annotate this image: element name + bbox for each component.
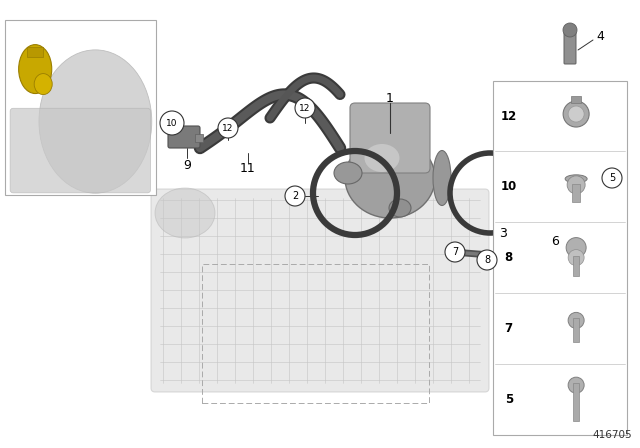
Text: 4: 4	[596, 30, 604, 43]
Circle shape	[477, 250, 497, 270]
FancyBboxPatch shape	[564, 32, 576, 64]
Circle shape	[526, 242, 538, 254]
Circle shape	[568, 312, 584, 328]
Text: 7: 7	[452, 247, 458, 257]
Text: 11: 11	[240, 161, 256, 175]
Text: 10: 10	[500, 180, 517, 194]
Text: 6: 6	[551, 234, 559, 247]
Text: 2: 2	[292, 191, 298, 201]
Bar	[27, 47, 43, 57]
Bar	[202, 264, 429, 403]
Circle shape	[563, 101, 589, 127]
Circle shape	[445, 242, 465, 262]
Text: 12: 12	[500, 109, 517, 123]
FancyBboxPatch shape	[576, 169, 592, 187]
Bar	[5, 20, 156, 195]
Ellipse shape	[521, 193, 539, 223]
Text: 10: 10	[166, 119, 178, 128]
Text: 8: 8	[505, 251, 513, 264]
Ellipse shape	[19, 45, 52, 94]
Circle shape	[295, 98, 315, 118]
Text: 12: 12	[222, 124, 234, 133]
Circle shape	[566, 237, 586, 258]
Circle shape	[568, 106, 584, 122]
FancyBboxPatch shape	[535, 118, 555, 150]
Bar	[572, 184, 580, 202]
Text: 8: 8	[484, 255, 490, 265]
Text: 5: 5	[505, 392, 513, 406]
Text: 416705: 416705	[593, 430, 632, 440]
Ellipse shape	[345, 138, 435, 218]
Ellipse shape	[334, 162, 362, 184]
Ellipse shape	[565, 175, 587, 183]
Circle shape	[568, 250, 584, 266]
Text: 12: 12	[300, 103, 310, 112]
Circle shape	[285, 186, 305, 206]
Ellipse shape	[365, 144, 399, 172]
Circle shape	[160, 111, 184, 135]
Ellipse shape	[502, 146, 588, 250]
Circle shape	[563, 23, 577, 37]
FancyBboxPatch shape	[576, 209, 592, 227]
FancyBboxPatch shape	[151, 189, 489, 392]
Text: 1: 1	[386, 91, 394, 104]
Bar	[571, 96, 581, 103]
Ellipse shape	[433, 151, 451, 206]
Text: 7: 7	[505, 322, 513, 335]
Text: 3: 3	[499, 227, 507, 240]
FancyBboxPatch shape	[10, 108, 150, 193]
Bar	[573, 319, 579, 342]
Ellipse shape	[389, 199, 411, 217]
Ellipse shape	[155, 188, 215, 238]
FancyBboxPatch shape	[168, 126, 200, 148]
FancyBboxPatch shape	[350, 103, 430, 173]
Circle shape	[447, 244, 459, 256]
Circle shape	[567, 176, 585, 194]
Bar	[573, 256, 579, 276]
Bar	[493, 81, 627, 435]
Bar	[573, 383, 579, 421]
Ellipse shape	[514, 163, 566, 233]
Bar	[195, 134, 203, 142]
Text: 9: 9	[183, 159, 191, 172]
Circle shape	[218, 118, 238, 138]
Ellipse shape	[34, 73, 52, 95]
Text: 5: 5	[609, 173, 615, 183]
Circle shape	[568, 377, 584, 393]
Ellipse shape	[39, 50, 152, 193]
Circle shape	[602, 168, 622, 188]
